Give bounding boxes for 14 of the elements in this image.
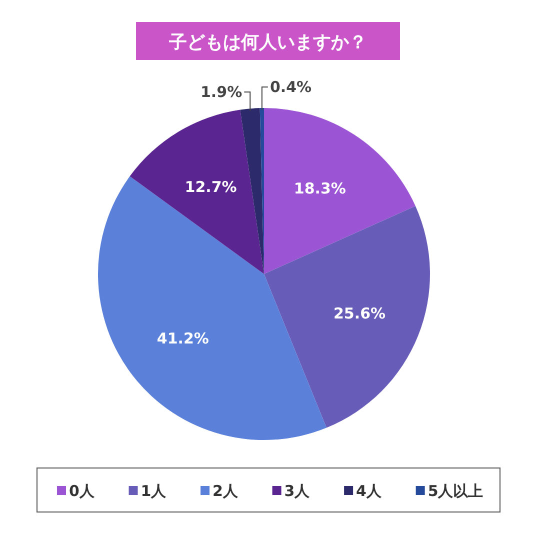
title: 子どもは何人いますか？ [136, 22, 400, 60]
data-label: 41.2% [156, 329, 209, 348]
data-label: 0.4% [270, 78, 312, 96]
data-label: 12.7% [184, 178, 237, 196]
data-label: 18.3% [294, 180, 346, 198]
data-label: 25.6% [334, 304, 386, 322]
legend-label: 0人 [69, 482, 96, 500]
legend-label: 4人 [356, 482, 382, 500]
legend-label: 3人 [284, 482, 311, 500]
legend-label: 1人 [140, 482, 168, 500]
legend-label: 2人 [212, 482, 239, 500]
legend-label: 5人以上 [428, 482, 484, 500]
chart-title: 子どもは何人いますか？ [168, 32, 367, 53]
data-label: 1.9% [200, 83, 242, 101]
